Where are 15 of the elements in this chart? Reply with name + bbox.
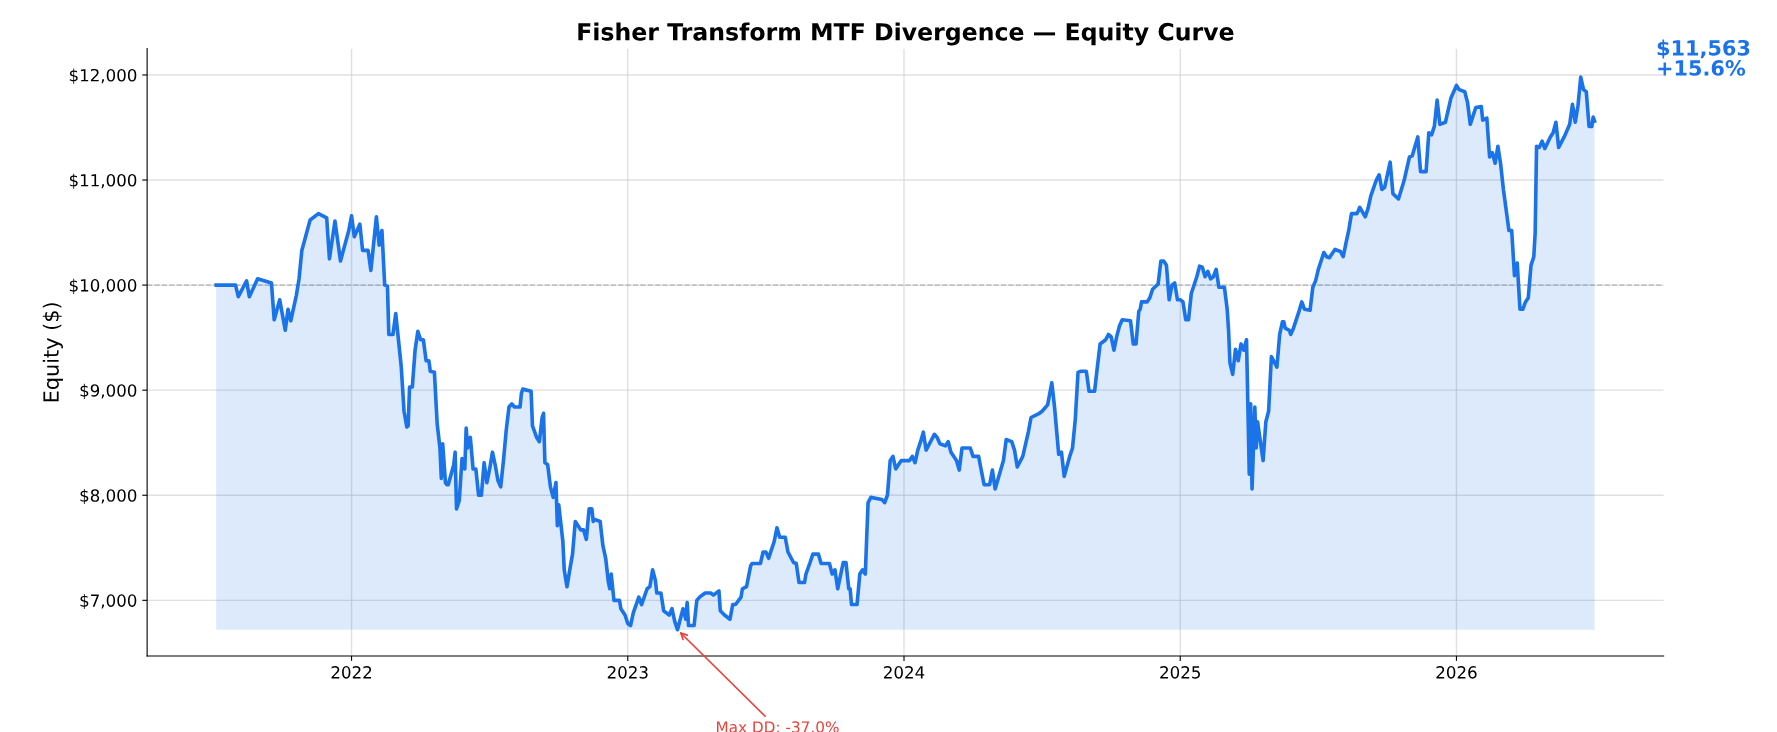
y-tick-label: $9,000	[80, 383, 137, 399]
x-tick-label: 2022	[331, 666, 372, 679]
chart-title: Fisher Transform MTF Divergence — Equity Curve	[578, 22, 1234, 46]
y-tick-label: $12,000	[69, 68, 137, 84]
x-tick-label: 2023	[607, 666, 648, 679]
x-tick-label: 2026	[1436, 666, 1477, 679]
y-tick-label: $10,000	[69, 278, 137, 294]
x-tick-label: 2024	[884, 666, 925, 679]
y-axis-title: Equity ($)	[42, 303, 63, 402]
annotation: $11,563 +15.6%	[1657, 39, 1750, 76]
annotation: Max DD: -37.0%	[716, 721, 839, 732]
y-tick-label: $7,000	[80, 594, 137, 610]
y-tick-label: $11,000	[69, 173, 137, 189]
y-tick-label: $8,000	[80, 488, 137, 505]
x-tick-label: 2025	[1160, 666, 1200, 679]
